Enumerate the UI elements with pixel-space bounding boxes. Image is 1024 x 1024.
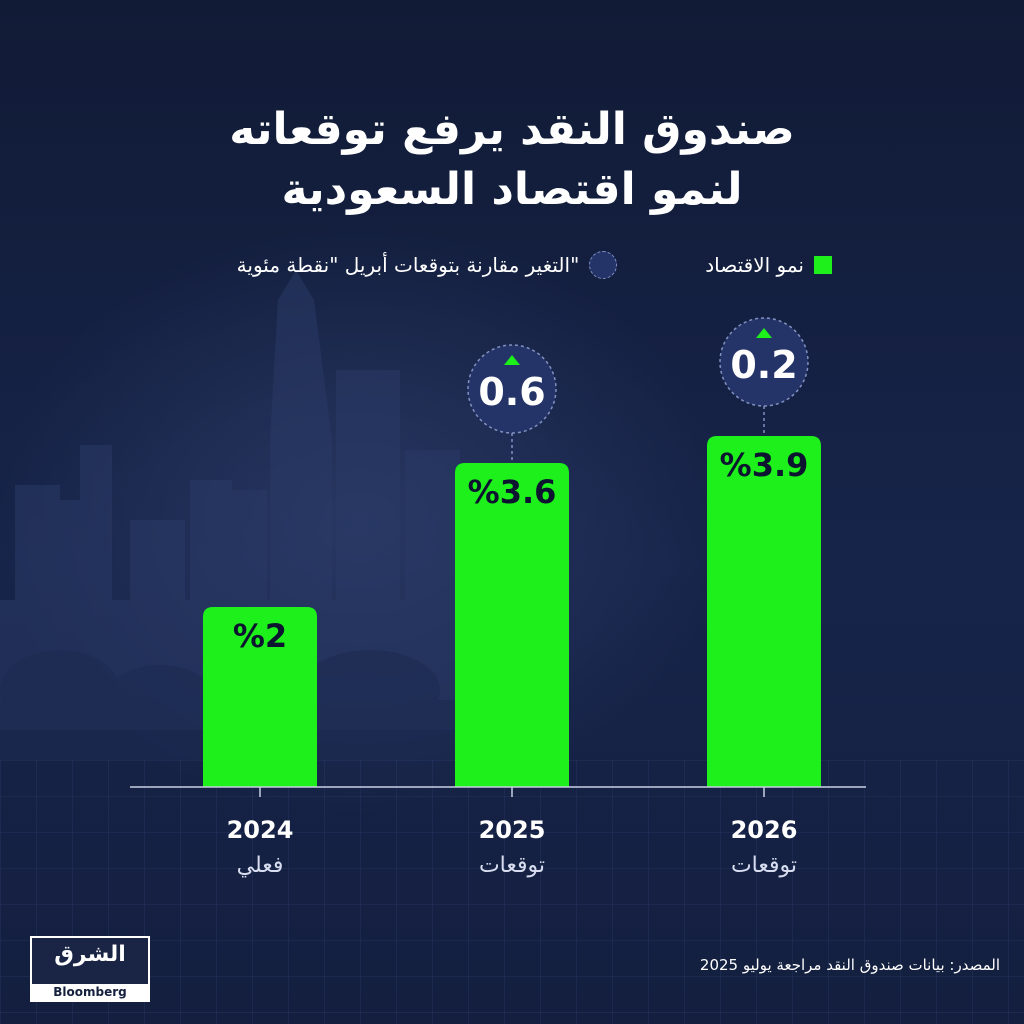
x-tick-sublabel-2026: توقعات bbox=[731, 853, 797, 878]
change-value-label-2026: 0.2 bbox=[730, 343, 797, 387]
legend-swatch-change bbox=[589, 251, 618, 279]
x-tick-label-2026: 2026 bbox=[731, 816, 798, 844]
bar-value-label-2024: %2 bbox=[233, 617, 287, 655]
x-tick-sublabel-2025: توقعات bbox=[479, 853, 545, 878]
legend-label-change: التغير مقارنة بتوقعات أبريل "نقطة مئوية" bbox=[236, 253, 580, 277]
change-value-label-2025: 0.6 bbox=[478, 370, 545, 414]
change-bubble-2026 bbox=[719, 317, 809, 407]
logo-name: الشرق bbox=[54, 942, 126, 967]
bar-value-label-2025: %3.6 bbox=[468, 473, 557, 511]
bar-2026 bbox=[707, 436, 821, 787]
x-tick-label-2024: 2024 bbox=[227, 816, 294, 844]
x-tick-label-2025: 2025 bbox=[479, 816, 546, 844]
legend-item-change: التغير مقارنة بتوقعات أبريل "نقطة مئوية" bbox=[237, 251, 618, 279]
chart-title: صندوق النقد يرفع توقعاته لنمو اقتصاد الس… bbox=[0, 100, 1024, 220]
legend-label-growth: نمو الاقتصاد bbox=[705, 253, 804, 277]
x-tick-sublabel-2024: فعلي bbox=[237, 853, 284, 878]
bar-2025 bbox=[455, 463, 569, 787]
legend-swatch-growth bbox=[814, 256, 832, 274]
up-arrow-icon bbox=[756, 328, 772, 338]
asharq-bloomberg-logo: الشرق Bloomberg bbox=[30, 936, 150, 1002]
title-line-1: صندوق النقد يرفع توقعاته bbox=[229, 104, 795, 155]
source-note: المصدر: بيانات صندوق النقد مراجعة يوليو … bbox=[699, 956, 1000, 974]
bar-2024 bbox=[203, 607, 317, 787]
change-bubble-2025 bbox=[467, 344, 557, 434]
legend: نمو الاقتصاد التغير مقارنة بتوقعات أبريل… bbox=[237, 248, 832, 282]
bar-value-label-2026: %3.9 bbox=[720, 446, 809, 484]
up-arrow-icon bbox=[504, 355, 520, 365]
grid-floor-background bbox=[0, 760, 1024, 1024]
title-line-2: لنمو اقتصاد السعودية bbox=[281, 164, 743, 215]
logo-partner: Bloomberg bbox=[32, 984, 148, 1000]
legend-item-growth: نمو الاقتصاد bbox=[705, 253, 832, 277]
